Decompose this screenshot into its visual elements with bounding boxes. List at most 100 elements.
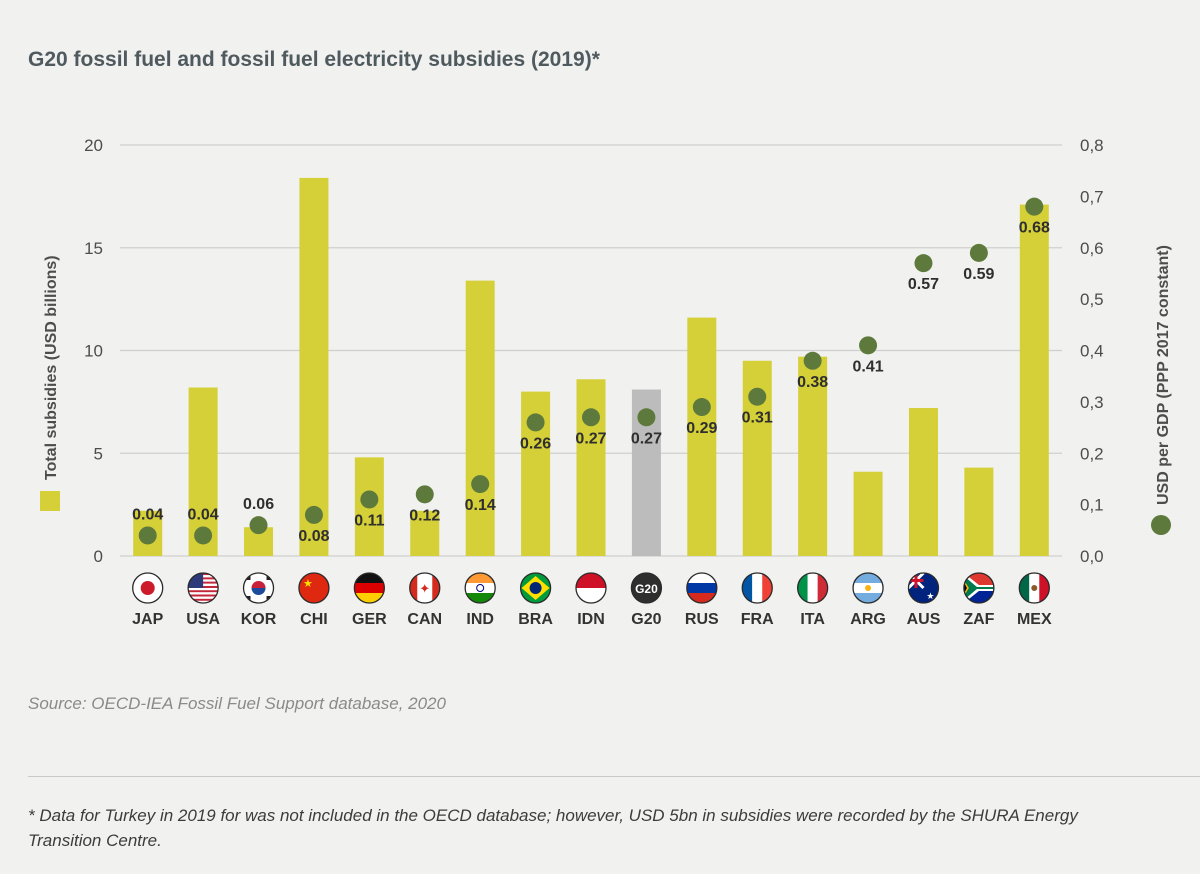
left-tick-label: 10 — [84, 342, 103, 361]
x-axis-labels: JAP USA KOR CHI GER CAN IND BRA IDN G20 RUS FRA ITA A… — [132, 611, 1052, 628]
right-tick-label: 0,8 — [1080, 136, 1104, 155]
right-tick-label: 0,6 — [1080, 239, 1104, 258]
right-tick-label: 0,2 — [1080, 444, 1104, 463]
germany-flag — [353, 572, 386, 604]
dot-chi — [304, 505, 323, 524]
right-tick-label: 0,0 — [1080, 547, 1104, 566]
x-label-mex: MEX — [1017, 611, 1052, 628]
source-note: Source: OECD-IEA Fossil Fuel Support dat… — [28, 694, 446, 713]
dot-ind — [471, 475, 490, 494]
data-label-usa: 0.04 — [188, 506, 219, 523]
data-label-can: 0.12 — [409, 507, 440, 524]
data-label-zaf: 0.59 — [963, 266, 994, 283]
x-label-ind: IND — [466, 611, 494, 628]
data-label-idn: 0.27 — [575, 430, 606, 447]
x-label-g20: G20 — [631, 611, 661, 628]
data-label-g20: 0.27 — [631, 430, 662, 447]
x-label-arg: ARG — [850, 611, 886, 628]
dot-bra — [526, 413, 545, 432]
data-label-kor: 0.06 — [243, 496, 274, 513]
bar-aus — [908, 408, 938, 556]
korea-flag — [242, 572, 275, 604]
x-label-usa: USA — [186, 611, 220, 628]
data-label-aus: 0.57 — [908, 276, 939, 293]
chart: 0.04 0.04 0.06 0.08 0.11 0.12 0.14 0.26 0.27 0.27… — [40, 136, 1172, 628]
dot-arg — [859, 336, 878, 355]
mexico-flag — [1018, 572, 1050, 604]
dot-aus — [914, 254, 933, 273]
left-tick-label: 20 — [84, 136, 103, 155]
dot-g20 — [637, 408, 656, 427]
x-label-aus: AUS — [907, 611, 941, 628]
svg-text:★: ★ — [303, 578, 313, 590]
dot-jap — [138, 526, 157, 545]
indonesia-flag — [575, 572, 607, 604]
bar-chi — [299, 177, 329, 556]
x-label-fra: FRA — [741, 611, 774, 628]
usa-flag — [187, 572, 219, 604]
dot-can — [415, 485, 434, 504]
italy-flag — [796, 572, 829, 604]
brazil-flag — [519, 572, 552, 604]
bar-mex — [1019, 204, 1049, 556]
data-label-arg: 0.41 — [852, 358, 883, 375]
left-tick-label: 15 — [84, 239, 103, 258]
dot-zaf — [969, 243, 988, 262]
india-flag — [464, 572, 496, 604]
right-tick-label: 0,7 — [1080, 187, 1104, 206]
data-label-ind: 0.14 — [465, 497, 496, 514]
dot-idn — [582, 408, 600, 427]
x-label-ger: GER — [352, 611, 387, 628]
dot-rus — [692, 398, 711, 417]
dot-kor — [249, 516, 268, 535]
data-label-mex: 0.68 — [1019, 220, 1050, 237]
x-label-jap: JAP — [132, 611, 163, 628]
divider — [28, 776, 1200, 777]
x-label-rus: RUS — [685, 611, 719, 628]
dot-usa — [194, 526, 213, 545]
x-label-zaf: ZAF — [963, 611, 994, 628]
france-flag — [741, 572, 773, 604]
bar-ind — [465, 280, 495, 556]
right-axis-ticks: 0,0 0,1 0,2 0,3 0,4 0,5 0,6 0,7 0,8 — [1080, 136, 1104, 566]
x-label-can: CAN — [407, 611, 442, 628]
dot-fra — [748, 387, 767, 406]
canada-flag: ✦ — [409, 572, 441, 604]
dot-mex — [1025, 197, 1044, 216]
australia-flag: ★ — [907, 572, 940, 604]
argentina-flag — [852, 572, 884, 604]
x-label-chi: CHI — [300, 611, 328, 628]
chart-title: G20 fossil fuel and fossil fuel electric… — [28, 48, 600, 71]
china-flag: ★ — [298, 572, 330, 604]
bar-zaf — [964, 467, 994, 556]
right-legend-dot — [1151, 515, 1171, 535]
data-label-jap: 0.04 — [132, 506, 163, 523]
data-label-rus: 0.29 — [686, 420, 717, 437]
right-tick-label: 0,4 — [1080, 342, 1104, 361]
left-tick-label: 5 — [94, 444, 103, 463]
svg-text:✦: ✦ — [419, 581, 430, 596]
right-tick-label: 0,5 — [1080, 290, 1104, 309]
left-axis-ticks: 0 5 10 15 20 — [84, 136, 103, 566]
left-legend-swatch — [40, 491, 60, 511]
bar-arg — [853, 471, 883, 556]
x-label-ita: ITA — [800, 611, 825, 628]
data-label-chi: 0.08 — [298, 528, 329, 545]
bar-ita — [798, 356, 828, 556]
dot-ger — [360, 490, 379, 509]
south-africa-flag — [963, 572, 995, 604]
x-label-idn: IDN — [577, 611, 605, 628]
dots: 0.04 0.04 0.06 0.08 0.11 0.12 0.14 0.26 0.27 0.27… — [132, 197, 1050, 545]
right-axis-label: USD per GDP (PPP 2017 constant) — [1155, 245, 1172, 505]
left-tick-label: 0 — [94, 547, 103, 566]
flags: ★ ✦ G20 ★ — [132, 572, 1050, 604]
japan-flag — [132, 572, 164, 604]
russia-flag — [686, 572, 718, 604]
svg-text:★: ★ — [926, 591, 934, 601]
bar-can — [410, 510, 440, 556]
dot-ita — [803, 351, 822, 370]
bar-idn — [576, 379, 606, 556]
left-axis-label: Total subsidies (USD billions) — [43, 255, 60, 480]
x-label-bra: BRA — [518, 611, 553, 628]
bar-rus — [687, 317, 717, 556]
